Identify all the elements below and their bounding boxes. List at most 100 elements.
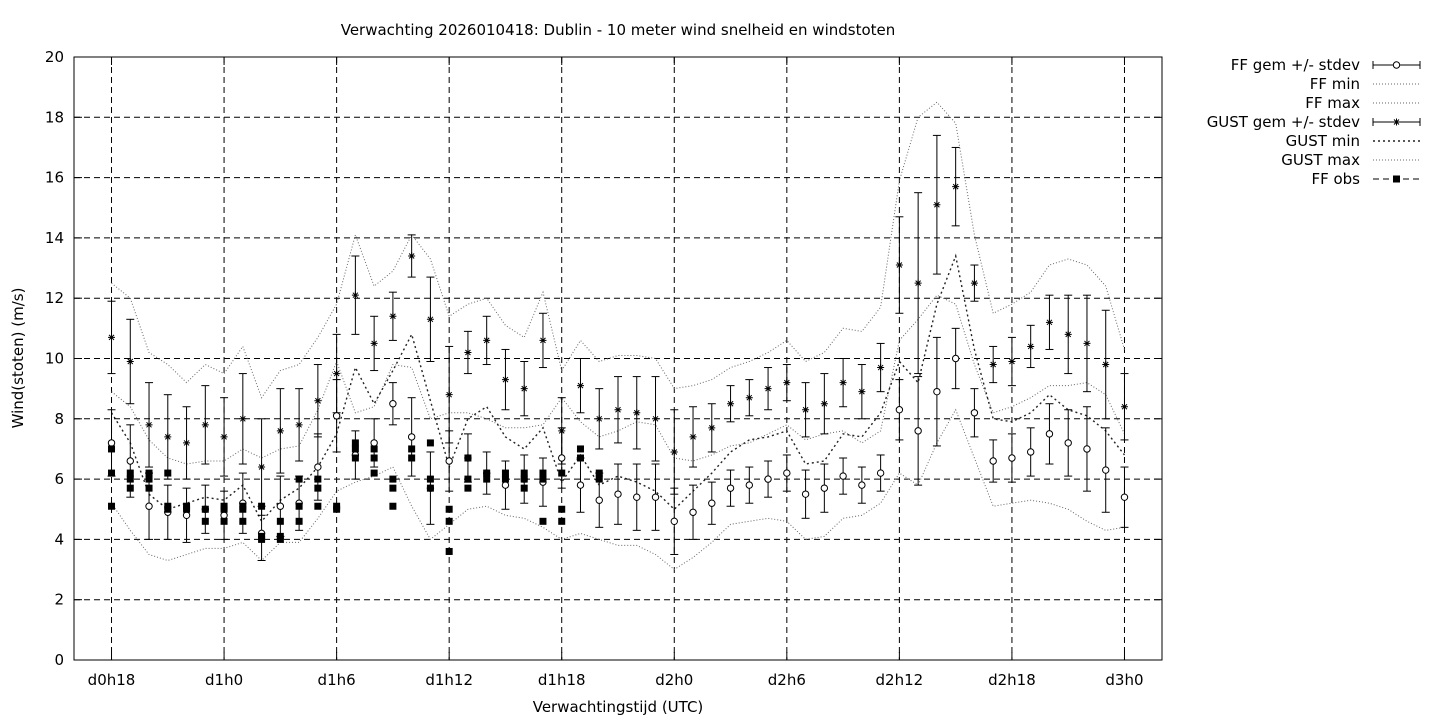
ff-mean-point xyxy=(407,433,416,441)
gust-mean-point xyxy=(295,421,303,429)
ff-obs-point xyxy=(408,445,416,453)
ff-obs-point xyxy=(595,475,603,483)
gust-mean-point xyxy=(370,339,378,347)
ff-obs-point xyxy=(370,454,378,462)
ff-obs-point xyxy=(126,475,134,483)
y-tick-label: 6 xyxy=(54,470,64,488)
ff-mean-point xyxy=(1083,445,1091,453)
gust-mean-point xyxy=(501,376,509,384)
gust-mean-point xyxy=(952,183,960,191)
gust-mean-point xyxy=(802,406,810,414)
x-axis-label: Verwachtingstijd (UTC) xyxy=(533,698,704,716)
x-tick-label: d3h0 xyxy=(1105,671,1143,689)
ff-mean-point xyxy=(858,481,866,489)
observations xyxy=(108,439,603,555)
ff-mean-point xyxy=(933,387,941,396)
ff-obs-point xyxy=(426,484,434,492)
ff-obs-point xyxy=(164,502,172,510)
ff-obs-point xyxy=(370,445,378,453)
ff-mean-point xyxy=(876,469,885,477)
ff-obs-point xyxy=(389,484,397,492)
gust-mean-point xyxy=(576,382,584,390)
gust-mean-point xyxy=(708,424,716,432)
gust-mean-point xyxy=(258,463,266,471)
y-tick-label: 4 xyxy=(54,530,64,548)
gust-mean-point xyxy=(1120,403,1128,411)
gust-mean-point xyxy=(145,421,153,429)
gust-mean-point xyxy=(1102,361,1110,369)
ff-obs-point xyxy=(201,505,209,513)
x-axis-ticks: d0h18 d1h0 d1h6 d1h12 d1h18 d2h0 d2h6 d2h12 d2h1… xyxy=(88,57,1144,689)
ff-obs-point xyxy=(445,517,453,525)
ff-obs-point xyxy=(295,475,303,483)
x-tick-label: d2h6 xyxy=(768,671,806,689)
gust-mean-point xyxy=(1027,342,1035,350)
gust-mean-point xyxy=(483,336,491,344)
ff-obs-point xyxy=(520,475,528,483)
ff-mean-point xyxy=(220,511,228,519)
ff-mean-point xyxy=(558,454,566,462)
ff-mean-point xyxy=(914,427,922,435)
ff-obs-point xyxy=(558,505,566,513)
gust-mean-point xyxy=(670,448,678,456)
y-tick-label: 16 xyxy=(45,169,64,187)
ff-obs-point xyxy=(201,517,209,525)
ff-mean-point xyxy=(576,481,585,489)
legend-label-ff-min: FF min xyxy=(1310,75,1360,93)
y-tick-label: 2 xyxy=(54,591,64,609)
ff-obs-point xyxy=(501,469,509,477)
y-tick-label: 8 xyxy=(54,410,64,428)
ff-obs-point xyxy=(333,502,341,510)
ff-obs-point xyxy=(276,532,284,540)
ff-obs-point xyxy=(426,475,434,483)
ff-obs-point xyxy=(351,439,359,447)
ff-obs-point xyxy=(520,469,528,477)
ff-mean-point xyxy=(783,469,791,477)
legend-sample-gust-mean-marker xyxy=(1393,118,1400,126)
gust-mean-point xyxy=(464,348,472,356)
gust-mean-point xyxy=(933,201,941,209)
gust-mean-point xyxy=(276,427,284,435)
ff-mean-point xyxy=(276,502,285,510)
gust-mean-point xyxy=(914,279,922,287)
ff-mean-point xyxy=(1008,454,1016,462)
gust-mean-point xyxy=(1083,339,1091,347)
ff-obs-point xyxy=(426,439,434,447)
gust-mean-point xyxy=(595,415,603,423)
ff-mean-point xyxy=(332,412,341,420)
ff-mean-point xyxy=(182,511,191,519)
x-tick-label: d1h6 xyxy=(318,671,356,689)
y-tick-label: 20 xyxy=(45,48,64,66)
error-bars xyxy=(107,134,1129,562)
legend-sample-ff-obs-marker xyxy=(1393,175,1400,183)
legend-label-gust-min: GUST min xyxy=(1286,132,1360,150)
ff-obs-point xyxy=(276,517,284,525)
legend-label-ff-mean: FF gem +/- stdev xyxy=(1231,56,1360,74)
ff-obs-point xyxy=(539,475,547,483)
ff-obs-point xyxy=(220,517,228,525)
gust-mean-point xyxy=(614,406,622,414)
ff-obs-point xyxy=(445,505,453,513)
chart-title: Verwachting 2026010418: Dublin - 10 mete… xyxy=(341,21,896,39)
ff-mean-point xyxy=(726,484,735,492)
gust-mean-point xyxy=(126,358,134,366)
x-tick-label: d2h0 xyxy=(655,671,693,689)
ff-obs-point xyxy=(295,502,303,510)
ff-mean-point xyxy=(107,439,116,447)
ff-mean-point xyxy=(126,457,134,465)
gust-mean-point xyxy=(989,361,997,369)
ff-obs-point xyxy=(558,469,566,477)
y-tick-label: 18 xyxy=(45,108,64,126)
ff-mean-point xyxy=(314,463,322,471)
gust-mean-point xyxy=(764,385,772,393)
ff-obs-point xyxy=(389,502,397,510)
ff-mean-point xyxy=(689,508,697,516)
y-tick-label: 0 xyxy=(54,651,64,669)
ff-mean-point xyxy=(1102,466,1110,474)
ff-mean-point xyxy=(595,496,603,504)
ff-obs-point xyxy=(501,475,509,483)
ff-mean-point xyxy=(1045,430,1054,438)
ff-obs-point xyxy=(108,445,116,453)
